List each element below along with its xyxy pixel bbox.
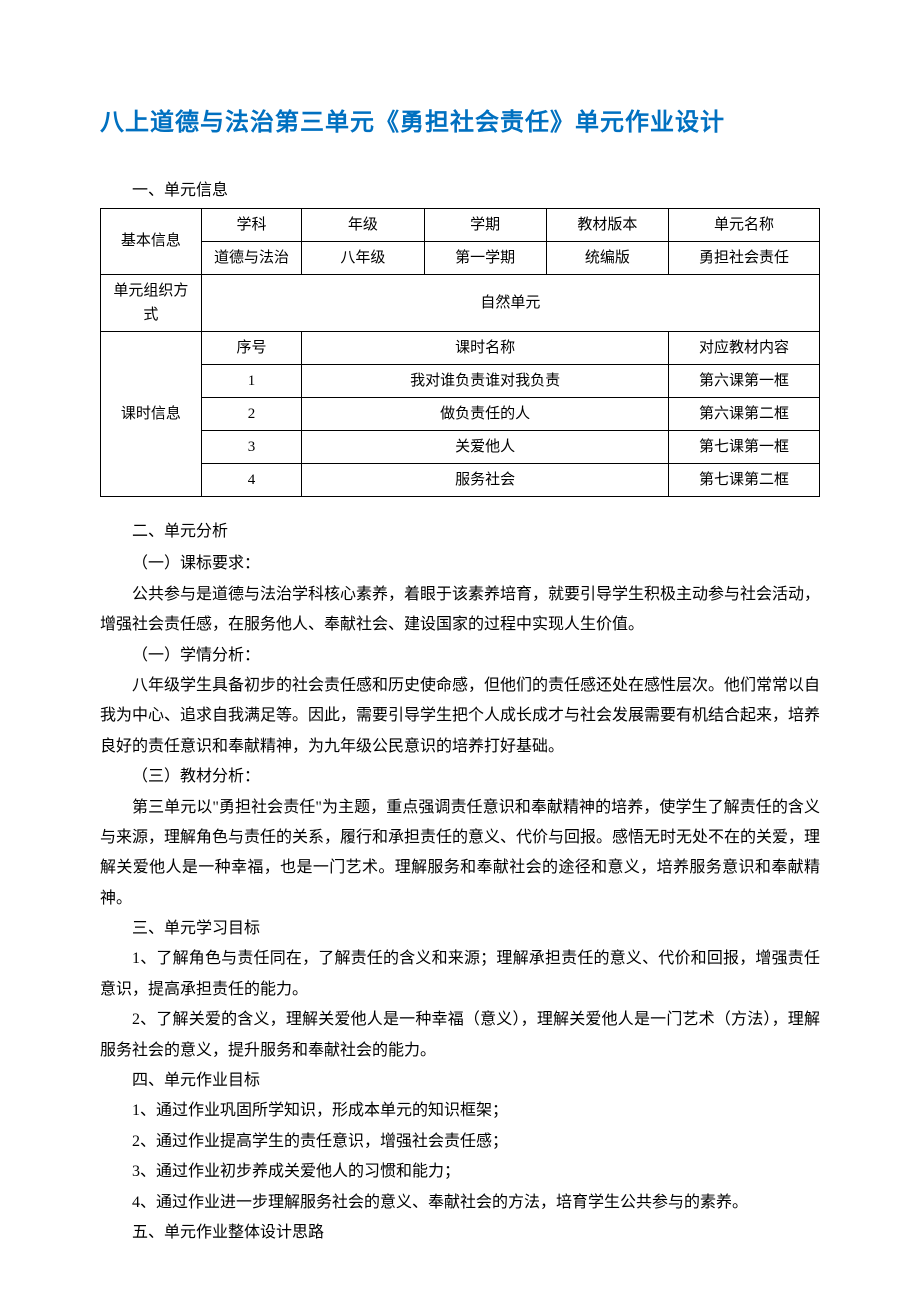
lesson-header-content: 对应教材内容	[668, 331, 819, 364]
lesson-header-seq: 序号	[201, 331, 302, 364]
header-semester: 学期	[424, 208, 546, 241]
section2-sub2-body: 八年级学生具备初步的社会责任感和历史使命感，但他们的责任感还处在感性层次。他们常…	[100, 671, 820, 762]
value-semester: 第一学期	[424, 241, 546, 274]
table-row: 基本信息 学科 年级 学期 教材版本 单元名称	[101, 208, 820, 241]
unit-org-label: 单元组织方式	[101, 274, 202, 331]
section2-sub2-heading: （一）学情分析：	[100, 641, 820, 671]
table-row: 2 做负责任的人 第六课第二框	[101, 397, 820, 430]
section2-sub3-body: 第三单元以"勇担社会责任"为主题，重点强调责任意识和奉献精神的培养，使学生了解责…	[100, 793, 820, 915]
unit-org-value: 自然单元	[201, 274, 819, 331]
section4-item2: 2、通过作业提高学生的责任意识，增强社会责任感；	[100, 1127, 820, 1157]
section2-heading: 二、单元分析	[100, 517, 820, 547]
table-row: 课时信息 序号 课时名称 对应教材内容	[101, 331, 820, 364]
section3-item2: 2、了解关爱的含义，理解关爱他人是一种幸福（意义），理解关爱他人是一门艺术（方法…	[100, 1005, 820, 1066]
value-textbook: 统编版	[546, 241, 668, 274]
section4-item3: 3、通过作业初步养成关爱他人的习惯和能力；	[100, 1157, 820, 1187]
lesson-content: 第六课第二框	[668, 397, 819, 430]
header-grade: 年级	[302, 208, 424, 241]
lesson-name: 我对谁负责谁对我负责	[302, 364, 669, 397]
section2-sub1-heading: （一）课标要求：	[100, 549, 820, 579]
table-row: 道德与法治 八年级 第一学期 统编版 勇担社会责任	[101, 241, 820, 274]
basic-info-label: 基本信息	[101, 208, 202, 274]
section3-heading: 三、单元学习目标	[100, 914, 820, 944]
section2-sub1-body: 公共参与是道德与法治学科核心素养，着眼于该素养培育，就要引导学生积极主动参与社会…	[100, 580, 820, 641]
lesson-name: 服务社会	[302, 463, 669, 496]
section2-sub3-heading: （三）教材分析：	[100, 762, 820, 792]
lesson-seq: 4	[201, 463, 302, 496]
table-row: 1 我对谁负责谁对我负责 第六课第一框	[101, 364, 820, 397]
section4-heading: 四、单元作业目标	[100, 1066, 820, 1096]
section5-heading: 五、单元作业整体设计思路	[100, 1218, 820, 1248]
document-title: 八上道德与法治第三单元《勇担社会责任》单元作业设计	[100, 100, 820, 146]
header-unitname: 单元名称	[668, 208, 819, 241]
table-row: 4 服务社会 第七课第二框	[101, 463, 820, 496]
table-row: 3 关爱他人 第七课第一框	[101, 430, 820, 463]
lesson-content: 第六课第一框	[668, 364, 819, 397]
lesson-name: 做负责任的人	[302, 397, 669, 430]
lesson-content: 第七课第一框	[668, 430, 819, 463]
section4-item4: 4、通过作业进一步理解服务社会的意义、奉献社会的方法，培育学生公共参与的素养。	[100, 1188, 820, 1218]
header-textbook: 教材版本	[546, 208, 668, 241]
value-grade: 八年级	[302, 241, 424, 274]
lesson-content: 第七课第二框	[668, 463, 819, 496]
value-unitname: 勇担社会责任	[668, 241, 819, 274]
lesson-seq: 3	[201, 430, 302, 463]
lesson-seq: 1	[201, 364, 302, 397]
lesson-name: 关爱他人	[302, 430, 669, 463]
value-subject: 道德与法治	[201, 241, 302, 274]
lesson-header-name: 课时名称	[302, 331, 669, 364]
unit-info-table: 基本信息 学科 年级 学期 教材版本 单元名称 道德与法治 八年级 第一学期 统…	[100, 208, 820, 497]
lesson-seq: 2	[201, 397, 302, 430]
lesson-info-label: 课时信息	[101, 331, 202, 496]
section3-item1: 1、了解角色与责任同在，了解责任的含义和来源；理解承担责任的意义、代价和回报，增…	[100, 944, 820, 1005]
table-row: 单元组织方式 自然单元	[101, 274, 820, 331]
section4-item1: 1、通过作业巩固所学知识，形成本单元的知识框架；	[100, 1096, 820, 1126]
header-subject: 学科	[201, 208, 302, 241]
section1-heading: 一、单元信息	[100, 176, 820, 206]
